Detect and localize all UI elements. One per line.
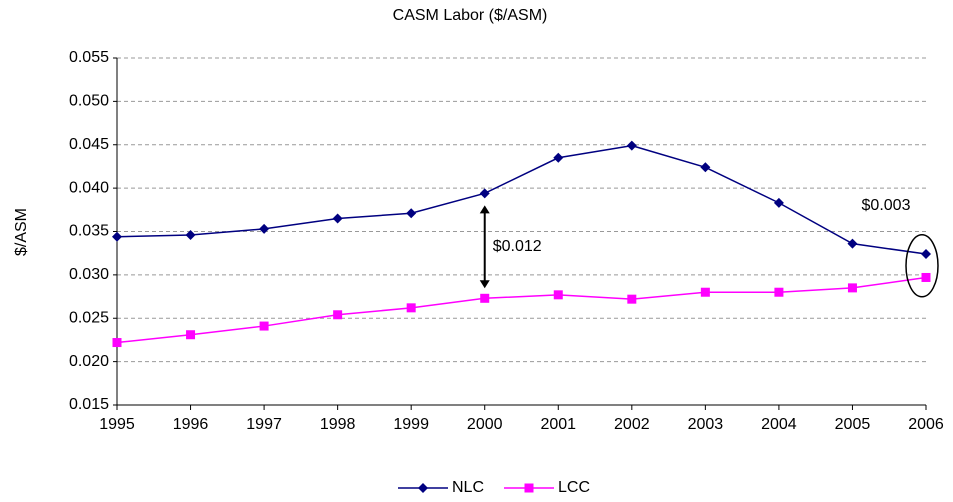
point [259,223,270,234]
point [259,321,269,331]
x-tick-label: 1999 [393,416,429,433]
y-tick-label: 0.015 [69,396,109,413]
y-tick-label: 0.020 [69,353,109,370]
point [921,272,931,282]
point [480,293,490,303]
point [524,483,534,493]
arrow-head [479,205,490,214]
x-tick-label: 2003 [688,416,724,433]
x-tick-label: 1998 [320,416,356,433]
point [700,162,711,173]
point [700,287,710,297]
line [116,276,927,344]
point [112,338,122,348]
y-tick-label: 0.055 [69,49,109,66]
point [553,152,564,163]
x-tick-label: 1995 [99,416,135,433]
y-tick-label: 0.050 [69,93,109,110]
point [185,229,196,240]
y-tick-label: 0.045 [69,136,109,153]
point [921,249,931,260]
y-tick-label: 0.040 [69,179,109,196]
line [116,144,927,255]
point [773,197,784,208]
point [112,231,122,242]
point [847,283,857,293]
point [406,208,417,219]
annotation-ellipse [905,234,939,298]
point [186,330,196,340]
x-tick-label: 2004 [761,416,797,433]
x-tick-label: 2005 [835,416,871,433]
x-tick-label: 1996 [173,416,209,433]
point [333,310,343,320]
point [479,188,490,199]
legend-label: NLC [452,479,484,496]
annotation: $0.012 [493,238,542,255]
y-tick-label: 0.025 [69,309,109,326]
x-tick-label: 1997 [246,416,282,433]
point [553,290,563,300]
y-tick-label: 0.030 [69,266,109,283]
point [418,483,428,493]
y-axis-label: $/ASM [13,208,30,256]
chart-title: CASM Labor ($/ASM) [393,7,548,24]
arrow-head [479,280,490,289]
x-tick-label: 2006 [908,416,944,433]
point [774,287,784,297]
x-tick-label: 2001 [540,416,576,433]
point [627,294,637,304]
y-tick-label: 0.035 [69,223,109,240]
point [406,303,416,313]
annotation: $0.003 [862,197,911,214]
x-tick-label: 2002 [614,416,650,433]
legend-label: LCC [558,479,590,496]
x-tick-label: 2000 [467,416,503,433]
point [332,213,343,224]
point [626,140,637,151]
point [847,238,858,249]
